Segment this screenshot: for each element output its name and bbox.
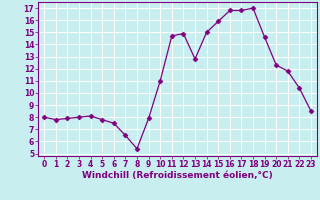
X-axis label: Windchill (Refroidissement éolien,°C): Windchill (Refroidissement éolien,°C) [82,171,273,180]
